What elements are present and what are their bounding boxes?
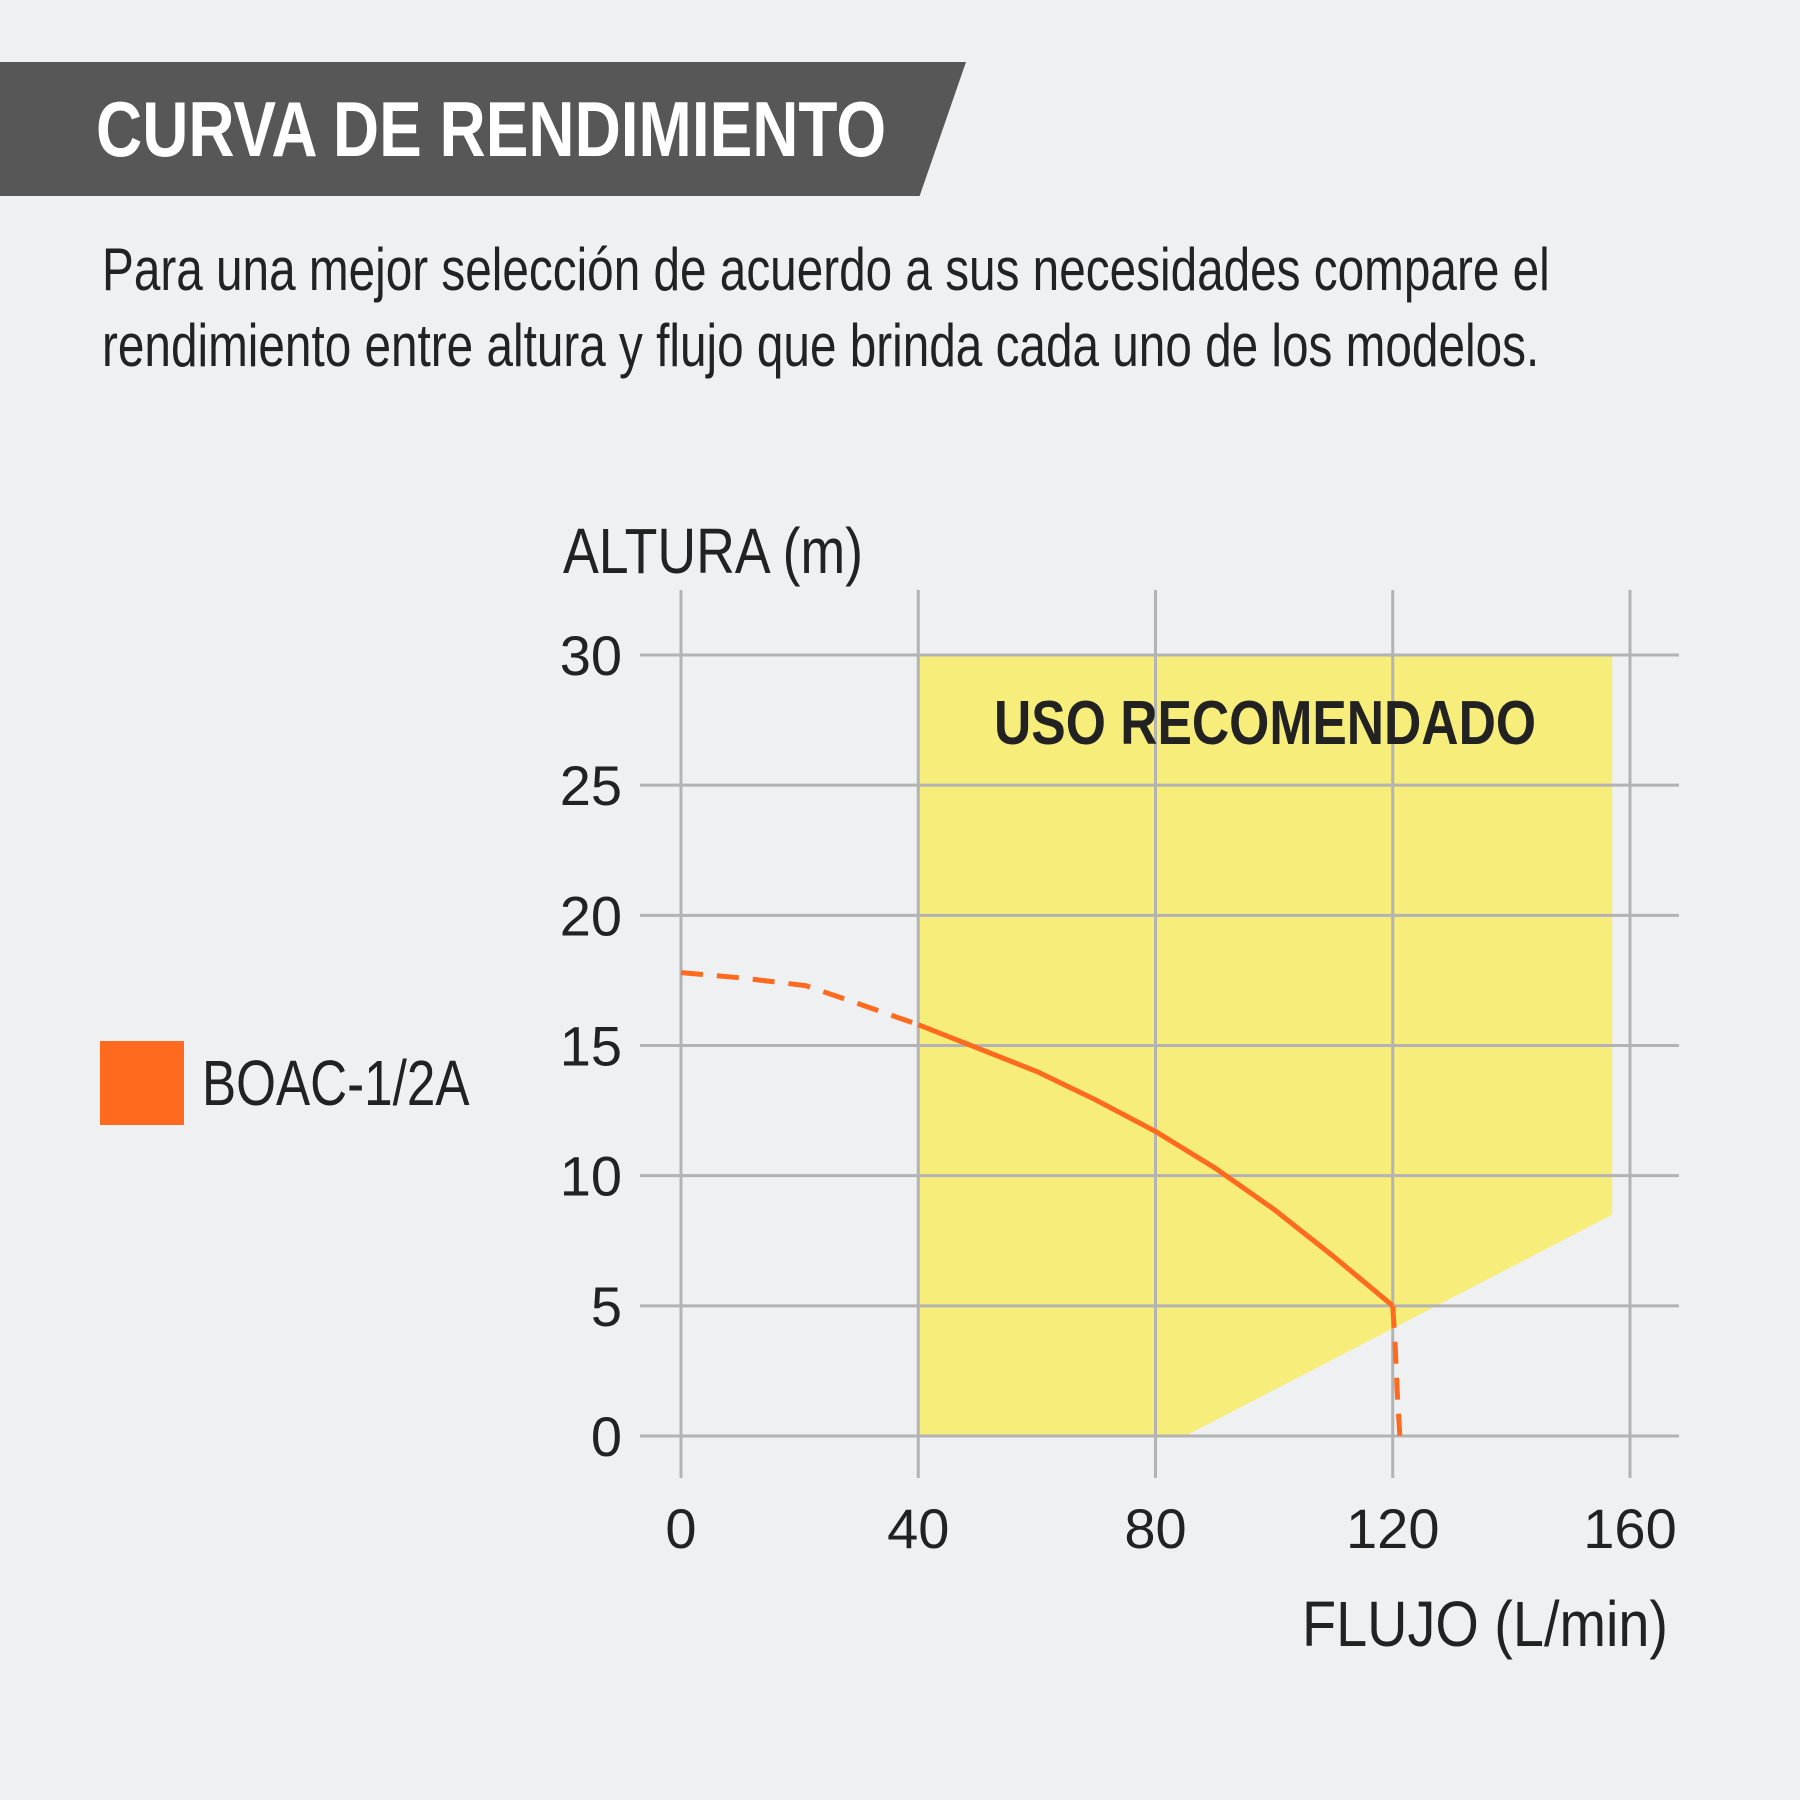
page-title: CURVA DE RENDIMIENTO [96, 85, 887, 173]
y-tick-label-10: 10 [560, 1145, 622, 1208]
x-tick-label-160: 160 [1583, 1497, 1676, 1560]
x-tick-label-120: 120 [1346, 1497, 1439, 1560]
intro-line-1: Para una mejor selección de acuerdo a su… [102, 236, 1550, 303]
y-tick-label-15: 15 [560, 1015, 622, 1078]
y-tick-label-25: 25 [560, 754, 622, 817]
y-tick-label-5: 5 [591, 1275, 622, 1338]
intro-line-2: rendimiento entre altura y flujo que bri… [102, 312, 1540, 379]
x-tick-label-0: 0 [665, 1497, 696, 1560]
title-banner [0, 62, 966, 196]
x-axis-label: FLUJO (L/min) [1302, 1588, 1668, 1660]
y-tick-label-0: 0 [591, 1405, 622, 1468]
x-tick-label-40: 40 [887, 1497, 949, 1560]
recommended-zone-label: USO RECOMENDADO [994, 689, 1536, 758]
y-tick-label-20: 20 [560, 884, 622, 947]
x-tick-label-80: 80 [1124, 1497, 1186, 1560]
series-line-dashed-1 [680, 970, 920, 1028]
y-axis-label: ALTURA (m) [563, 515, 863, 587]
legend-swatch [100, 1041, 184, 1125]
intro-text: Para una mejor selección de acuerdo a su… [102, 232, 1613, 384]
series-line-solid [917, 1022, 1395, 1308]
y-tick-label-30: 30 [560, 624, 622, 687]
series-line-dashed-2 [1390, 1305, 1403, 1437]
legend-label: BOAC-1/2A [202, 1047, 470, 1119]
